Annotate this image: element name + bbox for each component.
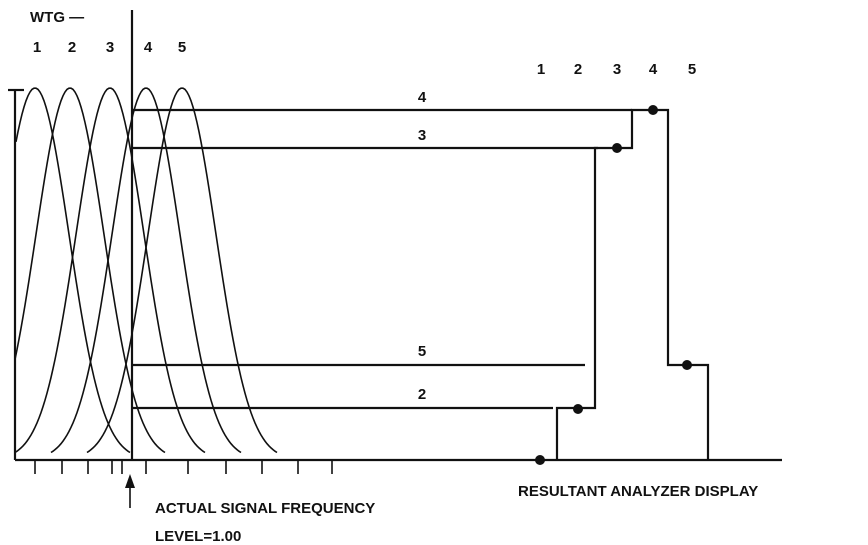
filter-curve (50, 87, 242, 454)
display-dot (648, 105, 658, 115)
filter-label: 1 (33, 39, 41, 56)
filter-label: 3 (106, 39, 114, 56)
baseline-ticks (34, 460, 333, 474)
display-label: 3 (613, 61, 621, 78)
display-dot (535, 455, 545, 465)
display-dot (573, 404, 583, 414)
arrow-head (125, 474, 135, 488)
level-label: LEVEL=1.00 (155, 528, 241, 545)
display-title: RESULTANT ANALYZER DISPLAY (518, 483, 758, 500)
display-dot (612, 143, 622, 153)
wtg-label: WTG — (30, 9, 84, 26)
signal-label: ACTUAL SIGNAL FREQUENCY (155, 500, 375, 517)
filter-label: 2 (68, 39, 76, 56)
filter-curve (15, 87, 131, 454)
line-label: 2 (418, 386, 426, 403)
display-label: 5 (688, 61, 696, 78)
display-label: 4 (649, 61, 658, 78)
filter-curve (86, 87, 278, 454)
filter-curve (14, 87, 206, 454)
filter-curves (14, 87, 278, 454)
display-label: 1 (537, 61, 545, 78)
filter-label: 5 (178, 39, 186, 56)
line-label: 3 (418, 127, 426, 144)
line-label: 4 (418, 89, 427, 106)
display-label: 2 (574, 61, 582, 78)
filter-label: 4 (144, 39, 153, 56)
line-label: 5 (418, 343, 426, 360)
display-dot (682, 360, 692, 370)
